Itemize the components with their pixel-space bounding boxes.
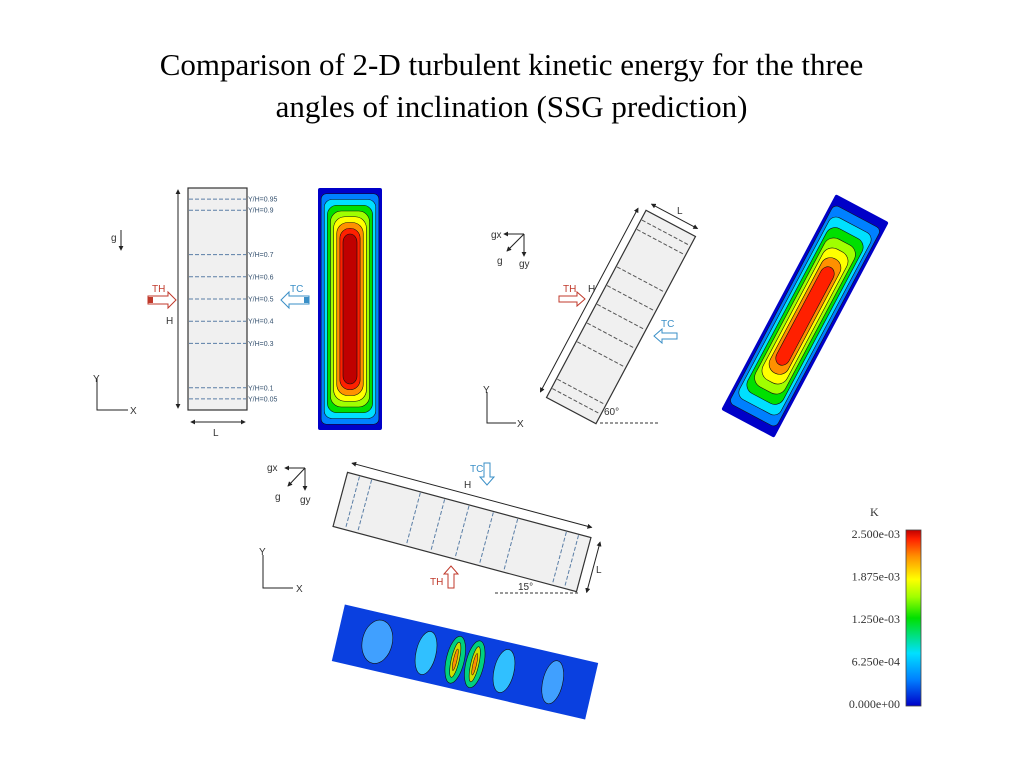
axis-y-label: Y: [259, 547, 266, 558]
level-line: [636, 229, 685, 256]
contour-inclined-15: [331, 604, 599, 720]
axis-y-label: Y: [483, 385, 490, 396]
cold-wall-arrow-icon: [653, 327, 678, 345]
colorbar-tick-label: 0.000e+00: [849, 697, 900, 711]
colorbar-gradient: [905, 529, 922, 707]
g-label: g: [275, 492, 281, 503]
height-label: H: [588, 284, 595, 295]
gy-label: gy: [519, 259, 530, 270]
level-label: Y/H=0.9: [248, 208, 274, 215]
inclined-15-diagram: H L gx g gy TC TH 15° Y X: [259, 461, 602, 595]
hot-wall-label: TH: [430, 577, 443, 588]
contour-band: [414, 631, 438, 675]
angle-label: 60°: [604, 407, 619, 418]
contour-band: [492, 649, 516, 693]
g-arrow-icon: [287, 467, 306, 487]
slide-title: Comparison of 2-D turbulent kinetic ener…: [0, 44, 1023, 128]
vertical-cavity-diagram: Y/H=0.95 Y/H=0.9 Y/H=0.7 Y/H=0.6 Y/H=0.5 Y/H=…: [93, 187, 310, 439]
cold-wall-arrow-icon: [478, 462, 496, 486]
gravity-label: g: [111, 233, 117, 244]
level-label: Y/H=0.1: [248, 385, 274, 392]
level-line: [552, 388, 601, 415]
height-label: H: [166, 316, 173, 327]
inclined-60-diagram: H L gx g gy TH TC 60° Y X: [483, 203, 699, 430]
axis-x-label: X: [517, 419, 524, 430]
contour-band: [775, 266, 835, 366]
contour-band: [471, 653, 479, 676]
cold-wall-label: TC: [290, 284, 303, 295]
contour-vertical: [318, 188, 382, 430]
height-dimension-arrow: [539, 207, 639, 393]
hot-wall-label: TH: [152, 284, 165, 295]
axes-icon: [262, 555, 293, 589]
colorbar: K 2.500e-03 1.875e-03 1.250e-03 6.250e-04 0.…: [849, 505, 922, 711]
cold-wall-label: TC: [470, 464, 483, 475]
axes-icon: [486, 392, 516, 424]
height-dimension-arrow: [351, 461, 593, 529]
hot-wall-arrow-icon: [558, 290, 586, 308]
colorbar-tick-label: 6.250e-04: [852, 655, 900, 669]
level-label: Y/H=0.3: [248, 341, 274, 348]
width-label: L: [677, 206, 683, 217]
axis-x-label: X: [130, 406, 137, 417]
contour-band: [331, 604, 599, 720]
height-label: H: [464, 480, 471, 491]
cold-wall-label: TC: [661, 319, 674, 330]
width-dimension-arrow: [585, 541, 602, 594]
contour-band: [451, 648, 459, 671]
width-label: L: [596, 565, 602, 576]
width-label: L: [213, 428, 219, 439]
hot-wall-label: TH: [563, 284, 576, 295]
title-line-2: angles of inclination (SSG prediction): [275, 89, 748, 124]
level-line: [551, 531, 567, 585]
level-label: Y/H=0.05: [248, 396, 277, 403]
hot-wall-arrow-icon: [442, 565, 460, 589]
axis-y-label: Y: [93, 374, 100, 385]
axes-icon: [96, 378, 128, 411]
cold-wall-arrow-icon: [280, 290, 310, 310]
title-line-1: Comparison of 2-D turbulent kinetic ener…: [159, 47, 864, 82]
level-line: [641, 219, 690, 246]
g-label: g: [497, 256, 503, 267]
gy-label: gy: [300, 495, 311, 506]
g-arrow-icon: [506, 233, 525, 252]
level-label: Y/H=0.4: [248, 319, 274, 326]
cold-marker: [304, 297, 309, 303]
level-label: Y/H=0.7: [248, 252, 274, 259]
hot-marker: [148, 297, 153, 303]
level-label: Y/H=0.95: [248, 197, 277, 204]
contour-band: [361, 619, 394, 664]
gx-label: gx: [491, 230, 502, 241]
contour-band: [541, 660, 564, 705]
level-label: Y/H=0.5: [248, 297, 274, 304]
angle-label: 15°: [518, 582, 533, 593]
hot-wall-arrow-icon: [147, 290, 177, 310]
contour-band: [342, 233, 358, 385]
colorbar-tick-label: 2.500e-03: [852, 527, 900, 541]
colorbar-tick-label: 1.250e-03: [852, 612, 900, 626]
width-dimension-arrow: [650, 203, 699, 229]
colorbar-tick-label: 1.875e-03: [852, 570, 900, 584]
level-label: Y/H=0.6: [248, 274, 274, 281]
axis-x-label: X: [296, 584, 303, 595]
contour-inclined-60: [721, 194, 889, 438]
gx-label: gx: [267, 463, 278, 474]
level-line: [564, 535, 580, 588]
colorbar-variable-label: K: [870, 505, 879, 519]
